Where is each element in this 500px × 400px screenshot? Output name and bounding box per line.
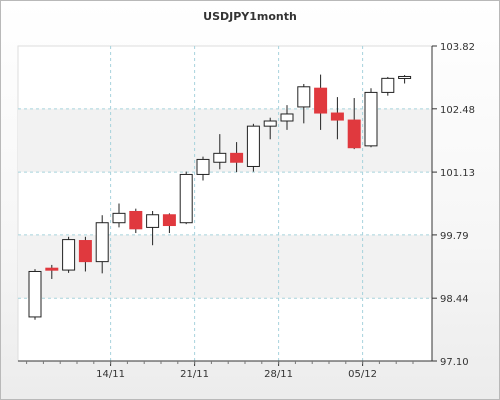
candle-body-down	[230, 152, 244, 163]
candle	[280, 105, 294, 130]
candle	[112, 203, 126, 228]
candle-body-down	[347, 119, 361, 149]
candle-body-up	[246, 125, 260, 167]
y-tick-label: 97.10	[440, 357, 469, 368]
candles	[28, 74, 412, 320]
candle-body-up	[112, 212, 126, 224]
candle-body-up	[297, 86, 311, 108]
candle	[162, 213, 176, 234]
y-tick-label: 99.79	[440, 231, 469, 242]
x-tick-label: 21/11	[180, 369, 209, 380]
candle-body-up	[213, 152, 227, 163]
y-tick-label: 103.82	[440, 42, 475, 53]
candle	[330, 97, 344, 140]
candle-body-down	[330, 112, 344, 121]
candle	[78, 236, 92, 272]
candle-body-up	[62, 239, 76, 271]
candle	[196, 156, 210, 181]
candle	[381, 76, 395, 96]
candle	[62, 236, 76, 273]
x-tick-label: 28/11	[264, 369, 293, 380]
candle-body-down	[45, 267, 59, 271]
candle	[347, 98, 361, 150]
candle	[213, 134, 227, 170]
candle-body-up	[28, 270, 42, 318]
candle-body-up	[196, 158, 210, 175]
gridlines	[18, 46, 432, 361]
candle-body-up	[280, 113, 294, 122]
y-axis-ticks: 103.82 102.48 101.13 99.79 98.44 97.10	[432, 42, 475, 368]
candle	[314, 74, 328, 130]
candle-body-up	[381, 77, 395, 93]
candle	[297, 83, 311, 124]
candle	[230, 142, 244, 173]
candle-body-up	[398, 75, 412, 79]
candle	[263, 117, 277, 140]
candle-body-up	[364, 91, 378, 147]
candle-body-down	[129, 210, 143, 230]
candle	[146, 211, 160, 246]
candle-body-down	[314, 87, 328, 114]
candle	[398, 75, 412, 84]
candle	[95, 215, 109, 274]
x-tick-label: 05/12	[348, 369, 377, 380]
candle-body-up	[146, 214, 160, 228]
candle-body-down	[162, 214, 176, 227]
y-tick-label: 101.13	[440, 168, 475, 179]
chart-title: USDJPY1month	[203, 10, 297, 23]
candle	[246, 123, 260, 172]
candle	[179, 171, 193, 225]
candle-body-up	[95, 222, 109, 263]
candle-body-down	[78, 240, 92, 263]
y-tick-label: 102.48	[440, 105, 475, 116]
candle-body-up	[179, 173, 193, 224]
x-tick-label: 14/11	[96, 369, 125, 380]
candle	[364, 88, 378, 148]
y-tick-label: 98.44	[440, 294, 469, 305]
x-axis-ticks: 14/11 21/11 28/11 05/12	[26, 361, 414, 380]
candle	[129, 208, 143, 234]
candle-body-up	[263, 120, 277, 127]
candle	[28, 269, 42, 320]
candle	[45, 264, 59, 279]
